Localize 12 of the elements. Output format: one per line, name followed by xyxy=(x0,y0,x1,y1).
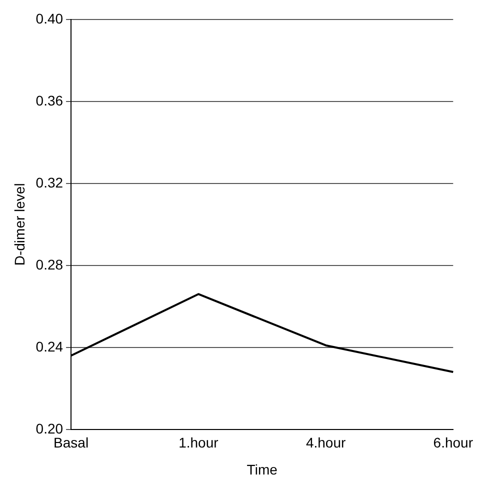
y-tick-label: 0.32 xyxy=(36,174,64,190)
x-axis-title: Time xyxy=(246,461,278,478)
y-tick-label: 0.20 xyxy=(36,420,64,436)
y-tick-label: 0.36 xyxy=(36,92,64,108)
y-tick-label: 0.24 xyxy=(36,338,64,354)
x-tick-label: 6.hour xyxy=(433,434,474,451)
y-tick-label: 0.28 xyxy=(36,256,64,272)
x-tick-label: Basal xyxy=(54,434,89,451)
x-tick-label: 1.hour xyxy=(178,434,219,451)
x-tick-label: 4.hour xyxy=(306,434,346,451)
y-tick-label: 0.40 xyxy=(36,10,64,26)
y-axis-title: D-dimer level xyxy=(11,183,28,266)
